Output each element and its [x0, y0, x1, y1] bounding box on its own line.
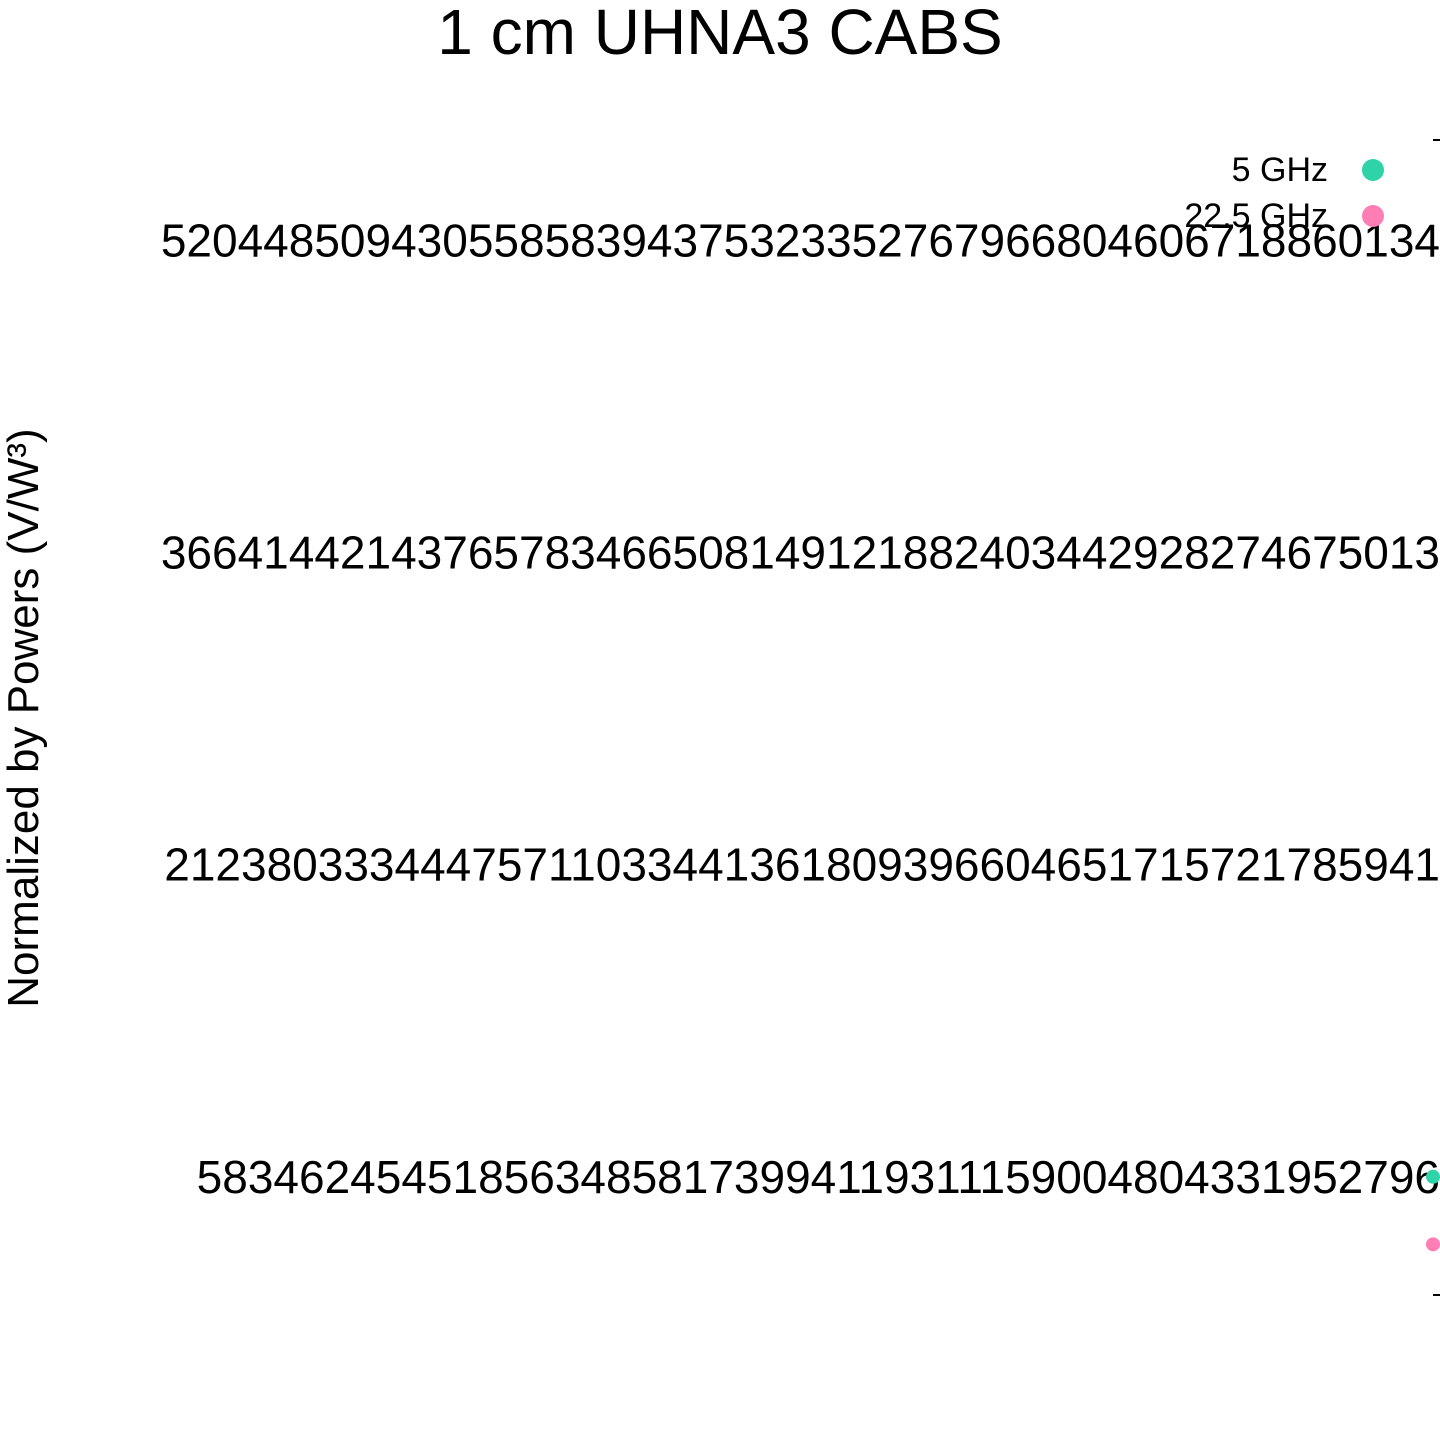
legend-label: 5 GHz: [1232, 151, 1328, 189]
legend-swatch: [1362, 159, 1384, 181]
legend: 5 GHz 22.5 GHz: [1184, 151, 1384, 235]
chart-title: 1 cm UHNA3 CABS: [437, 0, 1003, 68]
y-tick-label: 3664144214376578346650814912188240344292…: [161, 527, 1440, 579]
data-points: [1426, 1169, 1440, 1252]
legend-label: 22.5 GHz: [1184, 197, 1328, 235]
y-axis-ticks: 5204485094305585839437532335276796680460…: [161, 139, 1440, 1296]
data-point: [1426, 1237, 1440, 1252]
data-point: [1426, 1169, 1440, 1184]
y-tick-label: 2123803334447571103344136180939660465171…: [164, 839, 1440, 891]
legend-swatch: [1362, 205, 1384, 227]
y-tick-label: 5204485094305585839437532335276796680460…: [161, 214, 1440, 266]
y-tick-label: 5834624545185634858173994119311159004804…: [197, 1151, 1440, 1203]
